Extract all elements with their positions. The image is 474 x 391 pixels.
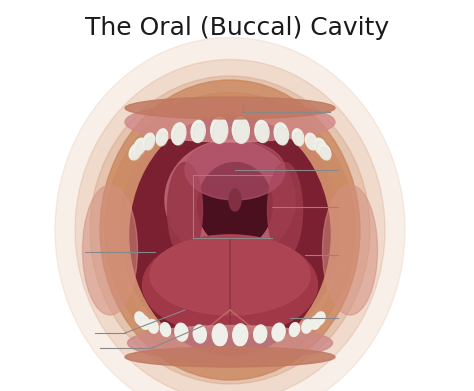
Ellipse shape [212,324,227,346]
Ellipse shape [165,140,295,260]
Ellipse shape [156,129,168,145]
Ellipse shape [120,109,340,351]
Ellipse shape [302,319,312,333]
Ellipse shape [198,163,273,248]
Ellipse shape [125,102,335,142]
Ellipse shape [55,38,405,391]
Ellipse shape [210,117,228,143]
Ellipse shape [232,117,249,143]
Ellipse shape [134,138,146,154]
Ellipse shape [129,143,142,160]
Ellipse shape [172,123,186,145]
Ellipse shape [125,97,335,119]
Ellipse shape [292,129,304,145]
Ellipse shape [276,126,289,145]
Ellipse shape [310,316,321,329]
Ellipse shape [257,124,269,143]
Ellipse shape [143,235,318,335]
Ellipse shape [75,59,385,391]
Ellipse shape [105,93,355,368]
Ellipse shape [160,323,171,337]
Ellipse shape [317,142,326,155]
Ellipse shape [82,185,137,315]
Ellipse shape [139,316,150,329]
Ellipse shape [136,142,146,155]
Ellipse shape [267,163,302,258]
Ellipse shape [193,325,206,343]
Ellipse shape [130,115,330,355]
Ellipse shape [319,143,331,160]
Ellipse shape [125,347,335,367]
Text: The Oral (Buccal) Cavity: The Oral (Buccal) Cavity [85,16,389,40]
Ellipse shape [254,325,267,343]
Ellipse shape [131,147,141,160]
Ellipse shape [191,120,205,142]
Ellipse shape [193,124,205,143]
Ellipse shape [143,133,155,150]
Ellipse shape [314,312,325,325]
Ellipse shape [128,325,332,361]
Ellipse shape [320,147,331,160]
Ellipse shape [90,76,370,384]
Ellipse shape [294,132,304,146]
Ellipse shape [145,137,155,150]
Ellipse shape [213,121,228,143]
Ellipse shape [185,140,285,200]
Ellipse shape [233,324,248,346]
Ellipse shape [135,312,146,325]
Ellipse shape [148,319,158,333]
Ellipse shape [322,185,377,315]
Ellipse shape [234,121,249,143]
Ellipse shape [272,323,285,341]
Ellipse shape [305,133,317,150]
Ellipse shape [173,126,186,145]
Ellipse shape [158,132,168,146]
Ellipse shape [289,323,300,337]
Ellipse shape [100,80,360,380]
Ellipse shape [229,189,241,211]
Ellipse shape [274,123,289,145]
Ellipse shape [167,163,202,258]
Ellipse shape [175,323,188,341]
Ellipse shape [120,105,340,365]
Ellipse shape [314,138,326,154]
Ellipse shape [308,137,317,150]
Ellipse shape [150,235,310,315]
Ellipse shape [255,120,269,142]
